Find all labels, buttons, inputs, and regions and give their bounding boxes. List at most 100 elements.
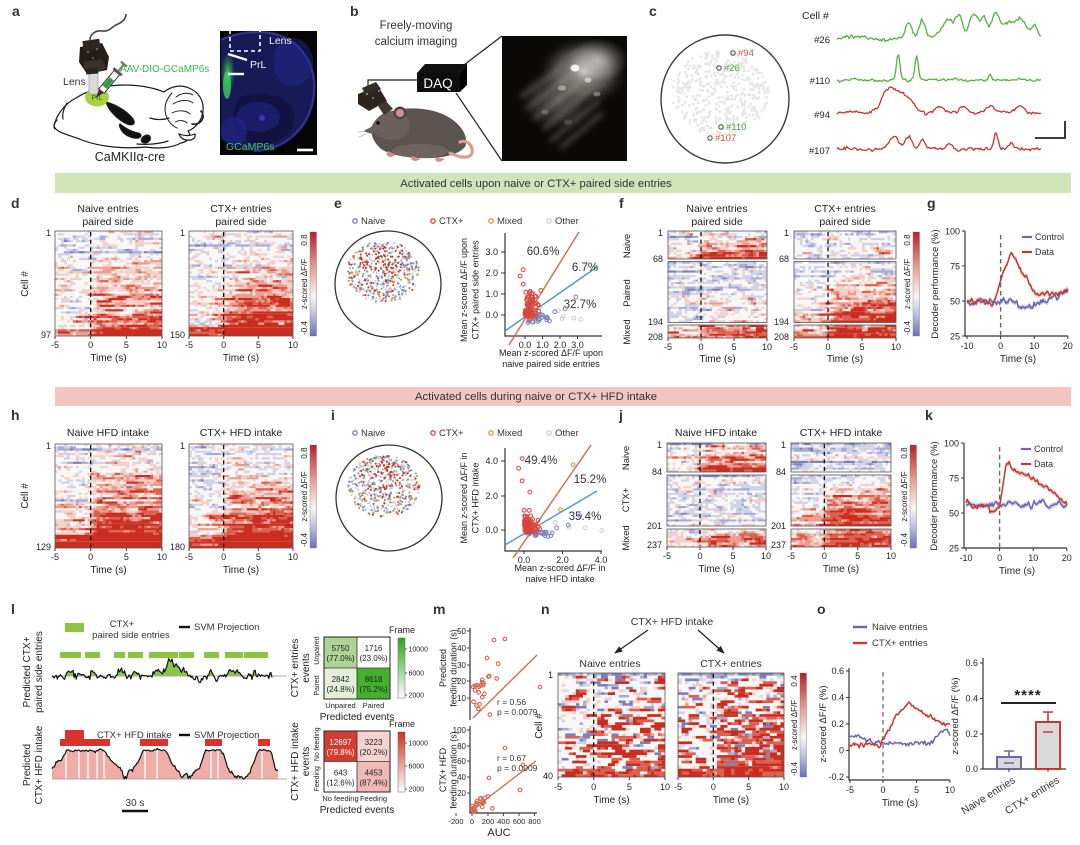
svg-text:100: 100 <box>945 227 960 237</box>
svg-text:0.0: 0.0 <box>485 310 498 320</box>
svg-text:CTX+ HFD intake: CTX+ HFD intake <box>34 725 45 804</box>
svg-text:32.7%: 32.7% <box>564 299 597 311</box>
svg-text:-0.4: -0.4 <box>790 762 799 776</box>
svg-text:20: 20 <box>1063 341 1073 351</box>
svg-text:-5: -5 <box>185 340 193 350</box>
svg-text:208: 208 <box>648 332 663 342</box>
svg-text:Predicted events: Predicted events <box>320 712 395 723</box>
svg-text:10: 10 <box>288 552 298 562</box>
svg-text:5: 5 <box>731 342 736 352</box>
svg-text:10000: 10000 <box>409 647 429 654</box>
svg-text:0: 0 <box>88 340 93 350</box>
svg-text:Mean z-scored ΔF/F upon: Mean z-scored ΔF/F upon <box>459 238 469 342</box>
svg-text:Mean z-scored ΔF/F in: Mean z-scored ΔF/F in <box>459 452 469 543</box>
svg-text:5: 5 <box>730 551 735 561</box>
svg-text:CTX+ HFD intake: CTX+ HFD intake <box>290 722 301 801</box>
svg-text:12697: 12697 <box>329 738 352 747</box>
svg-text:Naive HFD intake: Naive HFD intake <box>675 427 757 439</box>
svg-text:(77.0%): (77.0%) <box>326 654 354 663</box>
svg-text:#26: #26 <box>814 35 830 46</box>
svg-text:10: 10 <box>157 340 167 350</box>
svg-text:129: 129 <box>36 542 51 552</box>
svg-text:Time (s): Time (s) <box>698 564 734 575</box>
svg-text:events: events <box>301 747 312 776</box>
svg-text:Mixed: Mixed <box>622 319 633 344</box>
svg-text:-0.4: -0.4 <box>903 321 912 335</box>
svg-text:#26: #26 <box>724 63 740 74</box>
svg-text:Time (s): Time (s) <box>223 565 259 576</box>
svg-text:0: 0 <box>698 342 703 352</box>
svg-text:10: 10 <box>457 694 466 703</box>
svg-text:(12.6%): (12.6%) <box>326 778 354 787</box>
svg-text:Paired: Paired <box>314 675 321 695</box>
svg-text:k: k <box>925 407 933 423</box>
svg-text:194: 194 <box>774 317 789 327</box>
svg-text:a: a <box>12 3 20 19</box>
svg-text:Mean z-scored ΔF/F in: Mean z-scored ΔF/F in <box>514 563 605 573</box>
svg-text:Naive entries: Naive entries <box>872 622 928 633</box>
svg-text:1: 1 <box>657 440 662 450</box>
svg-text:1: 1 <box>180 228 185 238</box>
svg-text:237: 237 <box>771 540 786 550</box>
svg-text:5: 5 <box>124 340 129 350</box>
svg-text:0: 0 <box>711 782 716 792</box>
svg-text:paired side: paired side <box>82 216 134 228</box>
svg-text:naive HFD intake: naive HFD intake <box>525 574 594 584</box>
svg-text:97: 97 <box>41 330 51 340</box>
svg-text:Time (s): Time (s) <box>593 795 629 806</box>
svg-text:0.8: 0.8 <box>300 234 309 246</box>
svg-text:0.8: 0.8 <box>900 447 909 459</box>
svg-text:10000: 10000 <box>409 741 429 748</box>
svg-text:paired side: paired side <box>691 216 743 228</box>
svg-text:2.0: 2.0 <box>485 491 498 501</box>
svg-text:paired side entries: paired side entries <box>92 630 170 641</box>
svg-text:AAV-DIO-GCaMP6s: AAV-DIO-GCaMP6s <box>120 64 209 75</box>
svg-text:1: 1 <box>658 228 663 238</box>
svg-text:Mean z-scored ΔF/F upon: Mean z-scored ΔF/F upon <box>499 348 603 358</box>
svg-text:1: 1 <box>46 228 51 238</box>
svg-text:1.0: 1.0 <box>485 289 498 299</box>
svg-text:Frame: Frame <box>389 719 415 729</box>
svg-text:0: 0 <box>880 785 885 795</box>
svg-text:180: 180 <box>170 542 185 552</box>
svg-text:2.0: 2.0 <box>556 555 569 565</box>
svg-text:10: 10 <box>288 340 298 350</box>
svg-text:CTX+ HFD intake: CTX+ HFD intake <box>800 427 883 439</box>
svg-text:50: 50 <box>457 627 466 636</box>
svg-text:CTX+ entries: CTX+ entries <box>814 203 876 215</box>
svg-text:1: 1 <box>548 670 553 680</box>
svg-text:4.0: 4.0 <box>485 456 498 466</box>
svg-text:100: 100 <box>453 726 467 735</box>
svg-text:Data: Data <box>1035 247 1054 257</box>
svg-text:5: 5 <box>914 785 919 795</box>
svg-text:paired side: paired side <box>819 216 871 228</box>
svg-text:Decoder performance (%): Decoder performance (%) <box>930 229 941 338</box>
svg-text:0.0: 0.0 <box>518 555 531 565</box>
svg-text:Unpaired: Unpaired <box>314 636 321 665</box>
svg-text:2000: 2000 <box>409 693 425 700</box>
svg-text:5: 5 <box>256 552 261 562</box>
svg-text:0: 0 <box>221 340 226 350</box>
svg-text:-10: -10 <box>960 341 973 351</box>
svg-text:6.7%: 6.7% <box>572 262 598 274</box>
svg-text:f: f <box>619 195 624 211</box>
svg-text:Lens: Lens <box>63 76 86 88</box>
svg-text:5: 5 <box>124 552 129 562</box>
svg-text:10: 10 <box>157 552 167 562</box>
svg-text:150: 150 <box>170 330 185 340</box>
svg-text:6000: 6000 <box>409 671 425 678</box>
svg-text:z-scored ΔF/F: z-scored ΔF/F <box>900 471 909 521</box>
svg-text:2000: 2000 <box>409 787 425 794</box>
svg-text:0.0: 0.0 <box>485 525 498 535</box>
svg-text:2.0: 2.0 <box>554 340 567 350</box>
svg-text:j: j <box>618 407 623 423</box>
svg-text:Cell #: Cell # <box>20 483 31 509</box>
svg-text:Time (s): Time (s) <box>827 354 863 365</box>
svg-text:68: 68 <box>653 254 663 264</box>
svg-text:o: o <box>817 601 826 617</box>
svg-text:-5: -5 <box>664 342 672 352</box>
svg-text:Predicted CTX+: Predicted CTX+ <box>22 636 33 707</box>
svg-text:SVM Projection: SVM Projection <box>194 730 259 741</box>
svg-text:1: 1 <box>180 441 185 451</box>
svg-text:0: 0 <box>88 552 93 562</box>
